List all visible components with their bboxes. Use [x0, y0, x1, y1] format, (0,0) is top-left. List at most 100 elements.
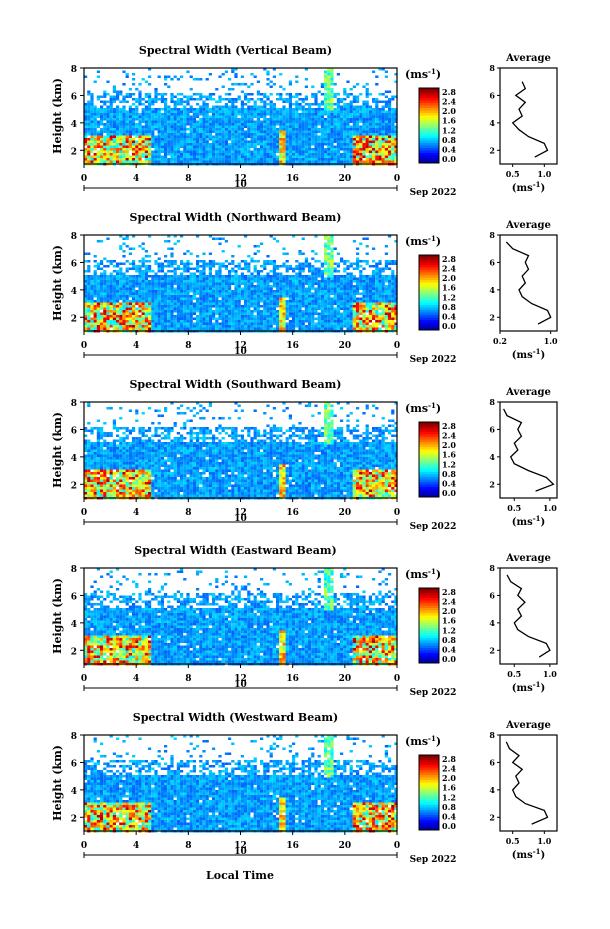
heatmap-cell	[384, 110, 388, 113]
heatmap-cell	[132, 115, 136, 118]
heatmap-cell	[340, 108, 344, 111]
heatmap-cell	[157, 280, 161, 283]
heatmap-cell	[151, 295, 155, 298]
heatmap-cell	[183, 300, 187, 303]
heatmap-cell	[384, 138, 388, 141]
heatmap-cell	[330, 280, 334, 283]
heatmap-cell	[212, 118, 216, 121]
heatmap-cell	[359, 113, 363, 116]
heatmap-cell	[295, 295, 299, 298]
heatmap-cell	[100, 155, 104, 158]
heatmap-cell	[151, 100, 155, 103]
heatmap-cell	[212, 120, 216, 123]
heatmap-cell	[196, 120, 200, 123]
heatmap-cell	[231, 305, 235, 308]
heatmap-cell	[192, 118, 196, 121]
heatmap-cell	[224, 160, 228, 163]
heatmap-cell	[324, 108, 328, 111]
heatmap-cell	[164, 305, 168, 308]
heatmap-cell	[295, 300, 299, 303]
heatmap-cell	[176, 285, 180, 288]
heatmap-cell	[221, 285, 225, 288]
heatmap-cell	[224, 128, 228, 131]
heatmap-cell	[308, 115, 312, 118]
heatmap-cell	[228, 108, 232, 111]
heatmap-cell	[186, 155, 190, 158]
heatmap-cell	[343, 88, 347, 91]
heatmap-cell	[285, 265, 289, 268]
heatmap-cell	[148, 113, 152, 116]
heatmap-cell	[164, 290, 168, 293]
heatmap-cell	[202, 310, 206, 313]
heatmap-cell	[138, 302, 142, 305]
heatmap-cell	[295, 123, 299, 126]
heatmap-cell	[288, 138, 292, 141]
heatmap-cell	[308, 145, 312, 148]
heatmap-cell	[282, 128, 286, 131]
heatmap-cell	[132, 113, 136, 116]
heatmap-cell	[391, 113, 395, 116]
heatmap-cell	[167, 150, 171, 153]
heatmap-cell	[164, 120, 168, 123]
heatmap-cell	[151, 280, 155, 283]
heatmap-cell	[256, 108, 260, 111]
heatmap-cell	[324, 95, 328, 98]
heatmap-cell	[151, 160, 155, 163]
heatmap-cell	[388, 275, 392, 278]
heatmap-cell	[208, 275, 212, 278]
heatmap-cell	[279, 95, 283, 98]
heatmap-cell	[234, 297, 238, 300]
heatmap-cell	[253, 270, 257, 273]
heatmap-cell	[192, 280, 196, 283]
heatmap-cell	[148, 265, 152, 268]
heatmap-cell	[93, 290, 97, 293]
colorbar-tick-label: 0.0	[442, 154, 456, 164]
heatmap-cell	[141, 292, 145, 295]
heatmap-cell	[298, 98, 302, 101]
heatmap-cell	[336, 307, 340, 310]
heatmap-cell	[180, 300, 184, 303]
heatmap-cell	[160, 282, 164, 285]
heatmap-cell	[154, 280, 158, 283]
heatmap-cell	[263, 110, 267, 113]
heatmap-cell	[106, 317, 110, 320]
heatmap-cell	[128, 280, 132, 283]
heatmap-cell	[375, 300, 379, 303]
heatmap-cell	[266, 287, 270, 290]
heatmap-cell	[148, 100, 152, 103]
heatmap-cell	[330, 90, 334, 93]
heatmap-cell	[96, 98, 100, 101]
heatmap-cell	[375, 113, 379, 116]
heatmap-cell	[215, 133, 219, 136]
heatmap-cell	[295, 282, 299, 285]
heatmap-cell	[221, 128, 225, 131]
heatmap-cell	[125, 280, 129, 283]
heatmap-cell	[189, 123, 193, 126]
heatmap-cell	[266, 158, 270, 161]
heatmap-cell	[272, 143, 276, 146]
heatmap-cell	[327, 272, 331, 275]
heatmap-cell	[148, 235, 152, 238]
heatmap-cell	[157, 297, 161, 300]
heatmap-cell	[266, 78, 270, 81]
heatmap-cell	[96, 153, 100, 156]
heatmap-cell	[349, 277, 353, 280]
heatmap-cell	[375, 75, 379, 78]
heatmap-cell	[352, 148, 356, 151]
heatmap-cell	[103, 160, 107, 163]
heatmap-cell	[176, 280, 180, 283]
heatmap-cell	[116, 297, 120, 300]
heatmap-cell	[90, 133, 94, 136]
heatmap-cell	[103, 135, 107, 138]
heatmap-cell	[87, 93, 91, 96]
heatmap-cell	[247, 300, 251, 303]
heatmap-cell	[333, 155, 337, 158]
heatmap-cell	[391, 317, 395, 320]
heatmap-cell	[295, 133, 299, 136]
heatmap-cell	[192, 143, 196, 146]
heatmap-cell	[112, 305, 116, 308]
heatmap-cell	[132, 155, 136, 158]
heatmap-cell	[128, 320, 132, 323]
heatmap-cell	[112, 290, 116, 293]
heatmap-cell	[84, 135, 88, 138]
